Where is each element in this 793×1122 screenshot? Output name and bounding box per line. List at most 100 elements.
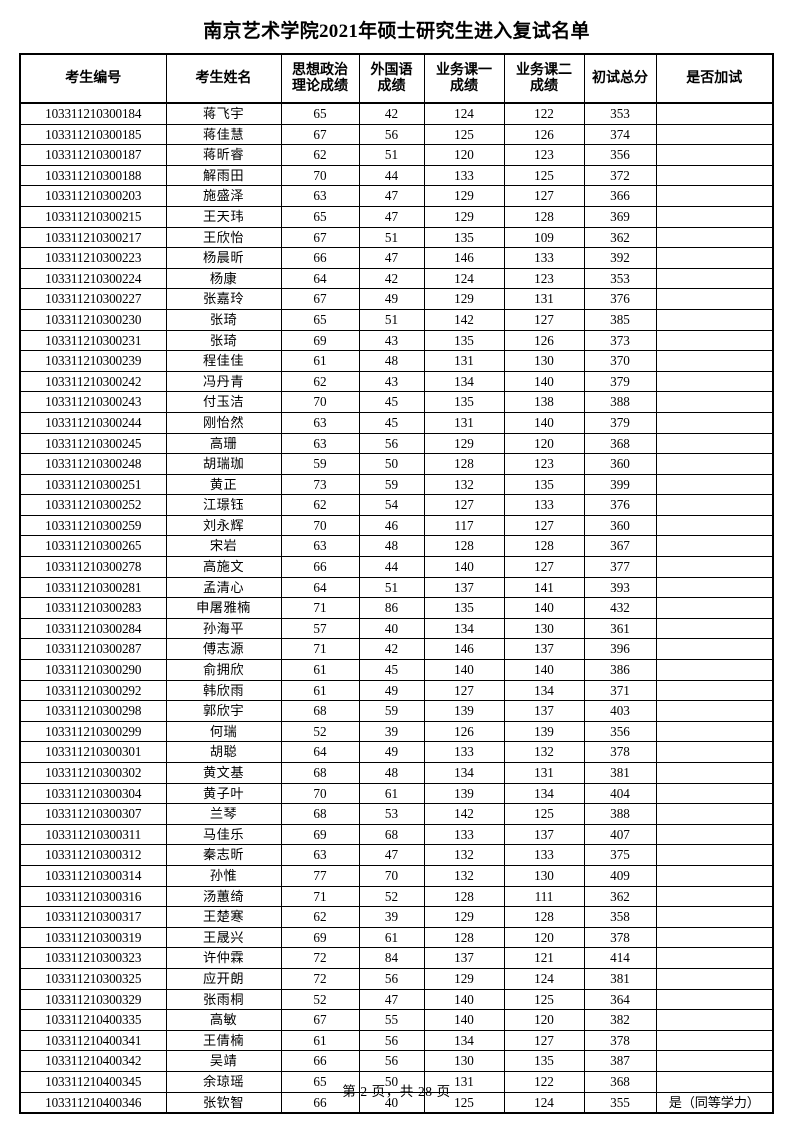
cell-foreign: 56 — [358, 123, 425, 146]
cell-politics: 69 — [280, 329, 360, 352]
table-row: 103311210300252 江璟钰 62 54 127 133 376 — [19, 494, 774, 516]
cell-total: 372 — [583, 164, 657, 187]
cell-extra — [655, 288, 774, 310]
cell-foreign: 56 — [358, 432, 425, 455]
cell-id: 103311210300307 — [19, 803, 167, 825]
cell-id: 103311210300184 — [19, 102, 167, 125]
cell-foreign: 55 — [358, 1009, 425, 1031]
cell-foreign: 56 — [358, 1050, 425, 1072]
cell-foreign: 51 — [358, 308, 425, 331]
cell-name: 俞拥欣 — [165, 659, 282, 681]
table-row: 103311210300244 刚怡然 63 45 131 140 379 — [19, 411, 774, 434]
cell-name: 杨晨昕 — [165, 247, 282, 269]
cell-id: 103311210300329 — [19, 988, 167, 1011]
cell-major2: 126 — [503, 123, 585, 146]
cell-major1: 129 — [423, 906, 505, 928]
column-header-line: 成绩 — [530, 78, 558, 94]
cell-total: 356 — [583, 144, 657, 166]
cell-foreign: 52 — [358, 885, 425, 908]
column-header-line: 初试总分 — [592, 70, 648, 86]
cell-major1: 142 — [423, 803, 505, 825]
cell-major1: 134 — [423, 617, 505, 640]
cell-major1: 127 — [423, 494, 505, 516]
cell-total: 388 — [583, 391, 657, 413]
cell-extra — [655, 247, 774, 269]
cell-politics: 70 — [280, 514, 360, 537]
cell-major2: 120 — [503, 432, 585, 455]
cell-politics: 70 — [280, 782, 360, 805]
cell-major1: 125 — [423, 1091, 505, 1114]
cell-extra — [655, 205, 774, 228]
cell-extra — [655, 370, 774, 393]
cell-id: 103311210300203 — [19, 185, 167, 207]
column-header-line: 理论成绩 — [292, 78, 348, 94]
cell-politics: 66 — [280, 556, 360, 578]
cell-major2: 135 — [503, 1050, 585, 1072]
cell-major2: 121 — [503, 947, 585, 969]
cell-id: 103311210300316 — [19, 885, 167, 908]
cell-major2: 122 — [503, 102, 585, 125]
table-row: 103311210300245 高珊 63 56 129 120 368 — [19, 432, 774, 455]
cell-total: 377 — [583, 556, 657, 578]
cell-total: 361 — [583, 617, 657, 640]
cell-major1: 125 — [423, 123, 505, 146]
cell-name: 宋岩 — [165, 535, 282, 558]
cell-total: 376 — [583, 494, 657, 516]
cell-extra — [655, 123, 774, 146]
cell-total: 364 — [583, 988, 657, 1011]
cell-foreign: 43 — [358, 370, 425, 393]
cell-total: 409 — [583, 864, 657, 887]
cell-name: 王倩楠 — [165, 1029, 282, 1052]
column-header-line: 外国语 — [370, 62, 413, 78]
cell-politics: 66 — [280, 247, 360, 269]
cell-major2: 125 — [503, 988, 585, 1011]
cell-major2: 133 — [503, 494, 585, 516]
cell-major1: 140 — [423, 1009, 505, 1031]
cell-id: 103311210300302 — [19, 762, 167, 784]
cell-major1: 124 — [423, 267, 505, 290]
cell-total: 378 — [583, 926, 657, 949]
cell-total: 382 — [583, 1009, 657, 1031]
cell-major1: 135 — [423, 226, 505, 249]
cell-total: 375 — [583, 844, 657, 866]
cell-extra — [655, 308, 774, 331]
cell-total: 381 — [583, 967, 657, 990]
cell-name: 马佳乐 — [165, 823, 282, 846]
table-row: 103311210300299 何瑞 52 39 126 139 356 — [19, 720, 774, 743]
cell-politics: 71 — [280, 638, 360, 661]
cell-politics: 77 — [280, 864, 360, 887]
cell-extra — [655, 803, 774, 825]
cell-major1: 140 — [423, 988, 505, 1011]
cell-foreign: 44 — [358, 164, 425, 187]
cell-id: 103311210300245 — [19, 432, 167, 455]
cell-extra — [655, 267, 774, 290]
column-header-line: 成绩 — [377, 78, 406, 94]
cell-major1: 129 — [423, 432, 505, 455]
cell-extra — [655, 597, 774, 619]
cell-politics: 71 — [280, 597, 360, 619]
cell-extra — [655, 988, 774, 1011]
cell-foreign: 56 — [358, 1029, 425, 1052]
cell-major1: 133 — [423, 823, 505, 846]
cell-major1: 120 — [423, 144, 505, 166]
cell-politics: 59 — [280, 453, 360, 475]
cell-name: 申屠雅楠 — [165, 597, 282, 619]
cell-major2: 128 — [503, 906, 585, 928]
cell-major1: 128 — [423, 885, 505, 908]
cell-major2: 137 — [503, 823, 585, 846]
cell-total: 373 — [583, 329, 657, 352]
cell-politics: 65 — [280, 205, 360, 228]
cell-major1: 140 — [423, 659, 505, 681]
cell-name: 吴靖 — [165, 1050, 282, 1072]
cell-total: 388 — [583, 803, 657, 825]
table-row: 103311210300316 汤蕙绮 71 52 128 111 362 — [19, 885, 774, 908]
cell-name: 王天玮 — [165, 205, 282, 228]
cell-foreign: 47 — [358, 247, 425, 269]
cell-name: 张雨桐 — [165, 988, 282, 1011]
cell-politics: 61 — [280, 1029, 360, 1052]
cell-extra — [655, 617, 774, 640]
cell-total: 414 — [583, 947, 657, 969]
cell-total: 371 — [583, 679, 657, 702]
cell-id: 103311210300239 — [19, 350, 167, 372]
cell-name: 孙海平 — [165, 617, 282, 640]
